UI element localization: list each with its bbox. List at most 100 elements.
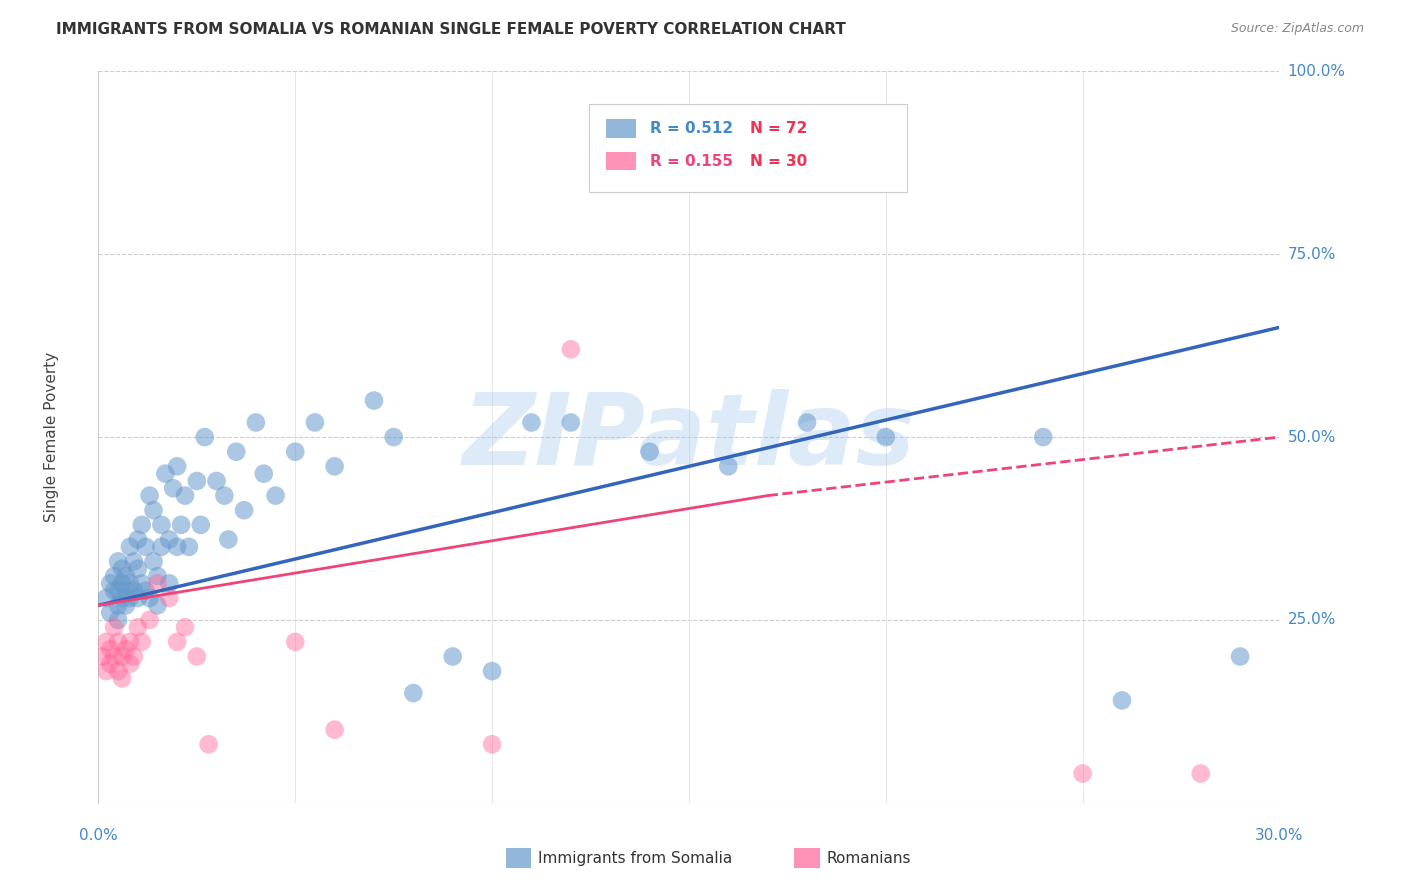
Point [1071, 766, 1094, 780]
Point [111, 576, 134, 591]
Point [166, 635, 188, 649]
Point [174, 620, 197, 634]
Point [122, 554, 145, 568]
Point [111, 591, 134, 605]
Point [127, 533, 149, 547]
Point [186, 649, 208, 664]
Text: Single Female Poverty: Single Female Poverty [44, 352, 59, 522]
Point [98, 576, 121, 591]
Point [103, 569, 125, 583]
Point [122, 583, 145, 598]
Text: 0.0%: 0.0% [79, 828, 118, 843]
Text: 75.0%: 75.0% [1288, 247, 1336, 261]
Point [157, 533, 180, 547]
Point [217, 533, 239, 547]
Point [157, 591, 180, 605]
Point [1111, 693, 1133, 707]
Text: IMMIGRANTS FROM SOMALIA VS ROMANIAN SINGLE FEMALE POVERTY CORRELATION CHART: IMMIGRANTS FROM SOMALIA VS ROMANIAN SING… [56, 22, 846, 37]
Point [638, 444, 661, 458]
Point [138, 613, 160, 627]
Point [323, 723, 346, 737]
Text: Immigrants from Somalia: Immigrants from Somalia [538, 851, 733, 865]
Point [118, 591, 141, 605]
Point [197, 737, 219, 751]
Point [875, 430, 897, 444]
Point [214, 489, 236, 503]
Point [186, 474, 208, 488]
Text: Source: ZipAtlas.com: Source: ZipAtlas.com [1230, 22, 1364, 36]
Point [205, 474, 228, 488]
Point [115, 599, 138, 613]
Point [402, 686, 425, 700]
Point [131, 635, 153, 649]
Point [127, 620, 149, 634]
Point [98, 657, 121, 671]
Text: ZIPatlas: ZIPatlas [463, 389, 915, 485]
Point [150, 540, 173, 554]
Point [441, 649, 464, 664]
Point [304, 416, 326, 430]
Point [717, 459, 740, 474]
Point [142, 554, 165, 568]
Point [107, 635, 129, 649]
Point [103, 620, 125, 634]
Point [233, 503, 256, 517]
Point [190, 517, 212, 532]
Point [127, 562, 149, 576]
Point [96, 664, 118, 678]
Point [107, 583, 129, 598]
Point [96, 591, 118, 605]
Point [363, 393, 385, 408]
Text: N = 30: N = 30 [751, 153, 807, 169]
Point [284, 635, 307, 649]
Text: 25.0%: 25.0% [1288, 613, 1336, 627]
Point [560, 416, 582, 430]
Point [98, 606, 121, 620]
Point [118, 576, 141, 591]
Point [115, 569, 138, 583]
Text: R = 0.512: R = 0.512 [650, 121, 733, 136]
Point [96, 635, 118, 649]
Point [170, 517, 193, 532]
Text: 30.0%: 30.0% [1256, 828, 1303, 843]
Point [103, 649, 125, 664]
Point [560, 343, 582, 357]
Point [174, 489, 197, 503]
Point [142, 503, 165, 517]
Point [127, 591, 149, 605]
Bar [606, 153, 636, 170]
Point [194, 430, 217, 444]
Point [796, 416, 818, 430]
Point [481, 737, 503, 751]
Point [118, 635, 141, 649]
Point [111, 562, 134, 576]
Point [146, 569, 169, 583]
Point [225, 444, 247, 458]
Point [155, 467, 177, 481]
Point [177, 540, 200, 554]
Text: 100.0%: 100.0% [1288, 64, 1346, 78]
Point [1189, 766, 1212, 780]
Point [284, 444, 307, 458]
Point [131, 576, 153, 591]
Point [138, 591, 160, 605]
Point [115, 583, 138, 598]
Text: N = 72: N = 72 [751, 121, 807, 136]
Point [107, 554, 129, 568]
Point [135, 540, 157, 554]
Point [107, 613, 129, 627]
Point [111, 672, 134, 686]
Point [245, 416, 267, 430]
Point [138, 489, 160, 503]
Point [118, 540, 141, 554]
Point [520, 416, 543, 430]
Point [135, 583, 157, 598]
Point [481, 664, 503, 678]
Point [166, 540, 188, 554]
Point [107, 664, 129, 678]
Text: R = 0.155: R = 0.155 [650, 153, 733, 169]
Point [1229, 649, 1251, 664]
Point [382, 430, 405, 444]
Point [146, 576, 169, 591]
Point [253, 467, 276, 481]
